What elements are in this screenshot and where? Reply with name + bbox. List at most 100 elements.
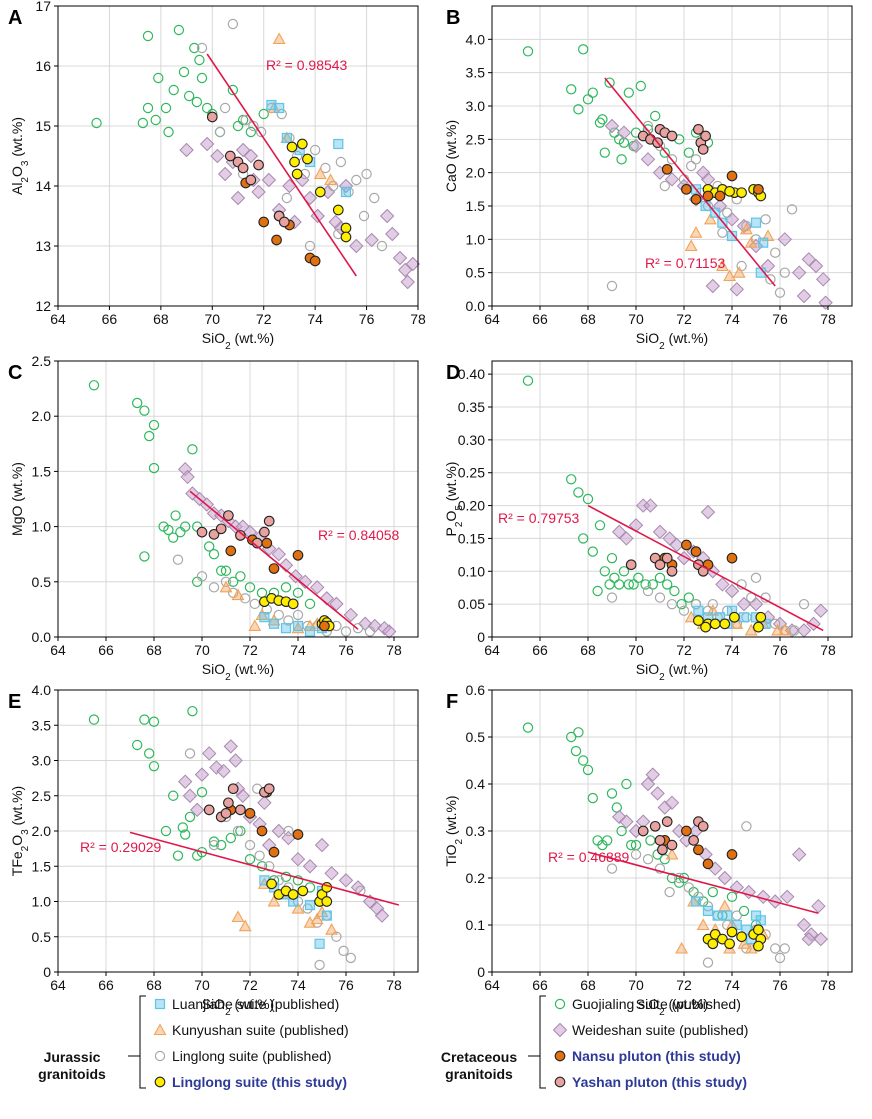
point-linglong_pub [660, 181, 669, 190]
point-linglong_this [292, 169, 302, 179]
point-linglong_pub [780, 944, 789, 953]
x-tick-label: 74 [724, 642, 740, 658]
point-linglong_this [287, 142, 297, 152]
point-guojialing [185, 91, 194, 100]
point-weideshan [738, 598, 751, 611]
point-weideshan [812, 900, 825, 913]
point-guojialing [571, 747, 580, 756]
y-tick-label: 3.0 [466, 98, 486, 114]
point-kunyushan [719, 901, 730, 911]
point-weideshan [642, 153, 655, 166]
x-tick-label: 70 [628, 642, 644, 658]
point-guojialing [192, 97, 201, 106]
point-luanjiahe [704, 906, 713, 915]
x-axis-label: SiO2 (wt.%) [202, 330, 274, 352]
panel-label: E [8, 691, 21, 713]
legend-group-label: granitoids [445, 1066, 513, 1082]
point-guojialing [607, 789, 616, 798]
x-tick-label: 66 [532, 311, 548, 327]
point-weideshan [196, 768, 209, 781]
point-linglong_pub [209, 583, 218, 592]
point-yashan [207, 112, 217, 122]
point-linglong_this [720, 619, 730, 629]
point-linglong_this [737, 932, 747, 942]
x-tick-label: 70 [204, 311, 220, 327]
point-yashan [655, 836, 665, 846]
panel-C: R² = 0.84058 64 66 68 70 72 74 76 78 0.0 0.5 1.0 1.5… [8, 353, 418, 683]
point-guojialing [648, 580, 657, 589]
point-linglong_this [297, 139, 307, 149]
point-luanjiahe [282, 624, 291, 633]
point-linglong_pub [228, 19, 237, 28]
point-guojialing [646, 836, 655, 845]
y-tick-label: 3.0 [32, 753, 52, 769]
point-guojialing [185, 812, 194, 821]
x-tick-label: 64 [484, 311, 500, 327]
point-weideshan [718, 872, 731, 885]
point-weideshan [304, 860, 317, 873]
point-weideshan [651, 787, 664, 800]
y-tick-label: 0.40 [458, 366, 485, 382]
panel-label: F [446, 691, 458, 713]
y-tick-label: 1.0 [466, 231, 486, 247]
x-tick-label: 64 [484, 977, 500, 993]
y-tick-label: 0.10 [458, 563, 485, 579]
y-tick-label: 0.4 [466, 776, 486, 792]
point-guojialing [579, 45, 588, 54]
point-guojialing [154, 73, 163, 82]
point-nansu [703, 859, 713, 869]
point-guojialing [89, 715, 98, 724]
point-weideshan [819, 296, 832, 309]
x-tick-label: 74 [724, 977, 740, 993]
point-yashan [224, 798, 234, 808]
legend-marker-linglong_this [155, 1077, 165, 1087]
x-tick-label: 76 [772, 311, 788, 327]
geochemistry-figure: R² = 0.9854364 66 68 70 72 74 76 78121314151617… [0, 0, 872, 1119]
y-tick-label: 15 [35, 118, 51, 134]
point-luanjiahe [270, 619, 279, 628]
point-guojialing [203, 103, 212, 112]
point-nansu [269, 564, 279, 574]
point-linglong_pub [607, 864, 616, 873]
point-yashan [698, 822, 708, 832]
r-squared-label: R² = 0.29029 [80, 839, 162, 855]
x-tick-label: 70 [194, 642, 210, 658]
point-weideshan [798, 290, 811, 303]
gridlines [58, 6, 418, 306]
point-luanjiahe [713, 911, 722, 920]
point-linglong_pub [173, 555, 182, 564]
point-guojialing [634, 573, 643, 582]
point-guojialing [588, 794, 597, 803]
point-nansu [293, 551, 303, 561]
point-linglong_pub [761, 215, 770, 224]
point-weideshan [606, 120, 619, 133]
x-tick-label: 66 [102, 311, 118, 327]
point-linglong_this [754, 925, 764, 935]
point-nansu [682, 540, 692, 550]
point-linglong_pub [703, 958, 712, 967]
x-tick-label: 76 [338, 977, 354, 993]
point-linglong_pub [607, 281, 616, 290]
legend-group-label: Jurassic [44, 1049, 101, 1065]
point-linglong_pub [346, 953, 355, 962]
point-guojialing [188, 707, 197, 716]
legend-marker-luanjiahe [156, 1000, 165, 1009]
point-guojialing [567, 85, 576, 94]
data-points [523, 376, 827, 637]
point-guojialing [655, 573, 664, 582]
point-linglong_this [725, 187, 735, 197]
point-linglong_this [710, 619, 720, 629]
legend-label-luanjiahe: Luanjiahe suite (published) [172, 996, 339, 1012]
y-axis-label: TiO2 (wt.%) [443, 795, 465, 866]
point-yashan [698, 145, 708, 155]
point-guojialing [188, 445, 197, 454]
legend-group-label: Cretaceous [441, 1049, 517, 1065]
point-yashan [650, 822, 660, 832]
point-guojialing [588, 547, 597, 556]
plot-frame [58, 6, 418, 306]
legend-bracket [528, 996, 546, 1088]
point-linglong_pub [370, 193, 379, 202]
x-tick-label: 68 [580, 977, 596, 993]
point-linglong_pub [723, 208, 732, 217]
y-tick-label: 2.0 [32, 408, 52, 424]
